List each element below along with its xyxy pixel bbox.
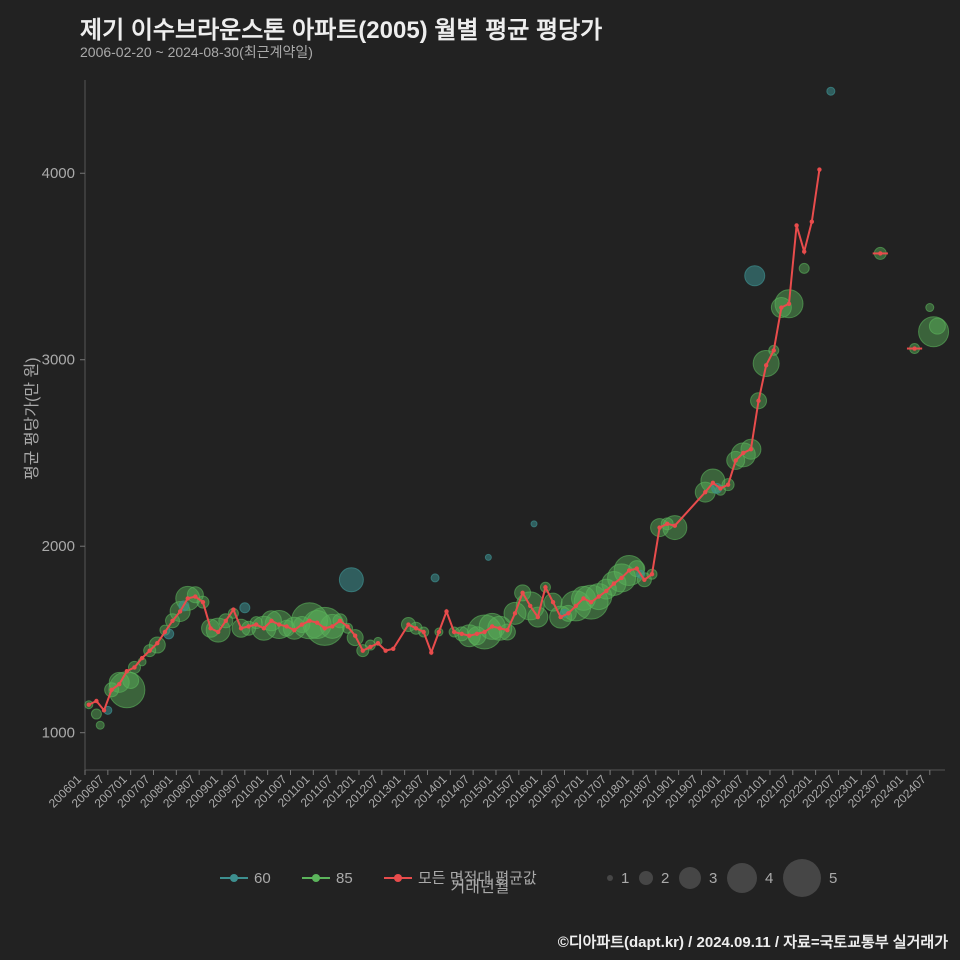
svg-text:85: 85 [336,870,353,887]
svg-text:1: 1 [621,870,629,887]
svg-text:모든 면적대 평균값: 모든 면적대 평균값 [418,870,537,887]
svg-text:3000: 3000 [42,352,75,369]
chart-canvas: 1000200030004000200601200607200701200707… [0,0,960,960]
svg-text:4: 4 [765,870,773,887]
svg-text:2: 2 [661,870,669,887]
svg-text:4000: 4000 [42,165,75,182]
svg-text:1000: 1000 [42,725,75,742]
svg-text:2000: 2000 [42,538,75,555]
svg-text:3: 3 [709,870,717,887]
svg-text:60: 60 [254,870,271,887]
svg-text:5: 5 [829,870,837,887]
